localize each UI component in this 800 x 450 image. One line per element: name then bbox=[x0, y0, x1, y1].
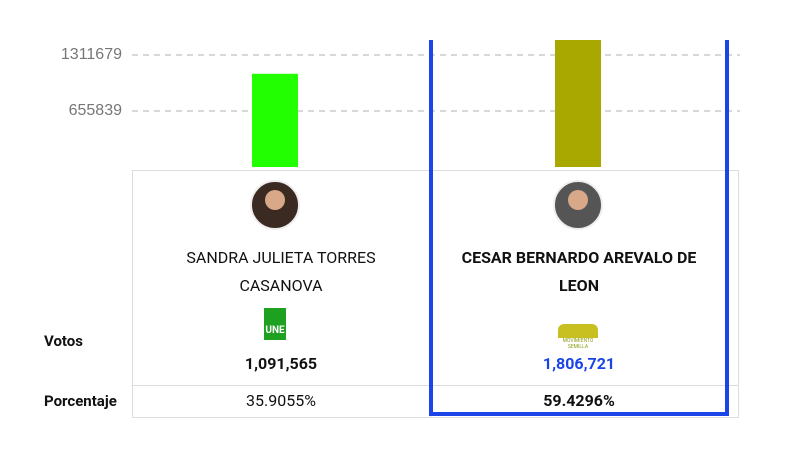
percentage: 59.4296% bbox=[543, 391, 615, 410]
row-label: Votos bbox=[44, 332, 83, 350]
plot bbox=[252, 40, 601, 167]
percentage: 35.9055% bbox=[246, 391, 316, 410]
party-logo: UNE bbox=[264, 308, 286, 340]
y-tick-label: 1311679 bbox=[61, 46, 122, 63]
votes: 1,091,565 bbox=[244, 354, 318, 373]
highlight-box bbox=[429, 40, 729, 416]
row-label: Porcentaje bbox=[44, 392, 117, 410]
y-tick-label: 655839 bbox=[69, 102, 122, 119]
avatar-face bbox=[568, 190, 588, 210]
avatar-face bbox=[265, 190, 285, 210]
candidate-name: SANDRA JULIETA TORRES CASANOVA bbox=[186, 248, 376, 295]
bar bbox=[252, 73, 298, 167]
votes: 1,806,721 bbox=[542, 354, 616, 373]
candidate-name: CESAR BERNARDO AREVALO DE LEON bbox=[461, 248, 697, 295]
party-logo: MOVIMIENTO SEMILLA bbox=[558, 324, 598, 350]
bar bbox=[555, 40, 601, 167]
